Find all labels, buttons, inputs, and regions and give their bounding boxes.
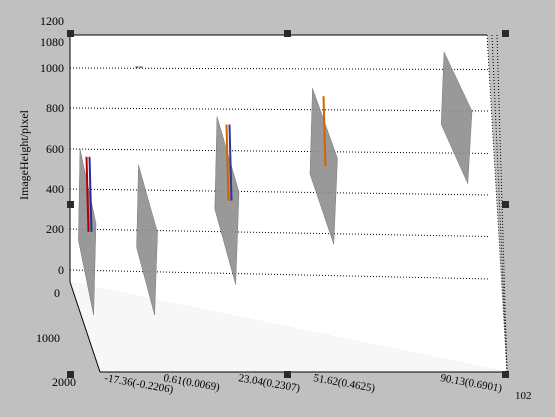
z-tick-label: 200 xyxy=(46,222,64,236)
handle-top-center[interactable] xyxy=(284,30,291,37)
z-tick-label: 0 xyxy=(58,263,64,277)
depth-tick-label: 1000 xyxy=(36,331,60,345)
z-tick-label: 1080 xyxy=(40,35,64,49)
z-tick-label: 600 xyxy=(46,142,64,156)
handle-middle-left[interactable] xyxy=(67,201,74,208)
legend-text: -- xyxy=(135,59,143,73)
z-tick-label: 1000 xyxy=(40,61,64,75)
x-tick-label: 23.04(0.2307) xyxy=(237,372,301,395)
handle-top-left[interactable] xyxy=(67,30,74,37)
y-axis-label: ImageHeight/pixel xyxy=(17,109,31,200)
handle-bottom-left[interactable] xyxy=(67,371,74,378)
z-tick-label: 800 xyxy=(46,101,64,115)
handle-bottom-center[interactable] xyxy=(284,371,291,378)
z-tick-label: 1200 xyxy=(40,14,64,28)
handle-bottom-right[interactable] xyxy=(502,371,509,378)
handle-top-right[interactable] xyxy=(502,30,509,37)
x-tick-label: 90.13(0.6901) xyxy=(439,372,503,395)
depth-tick-label: 0 xyxy=(54,286,60,300)
x-axis-end-label: 102 xyxy=(515,390,532,402)
x-tick-label: 51.62(0.4625) xyxy=(312,372,376,395)
z-tick-label: 400 xyxy=(46,182,64,196)
handle-middle-right[interactable] xyxy=(502,201,509,208)
